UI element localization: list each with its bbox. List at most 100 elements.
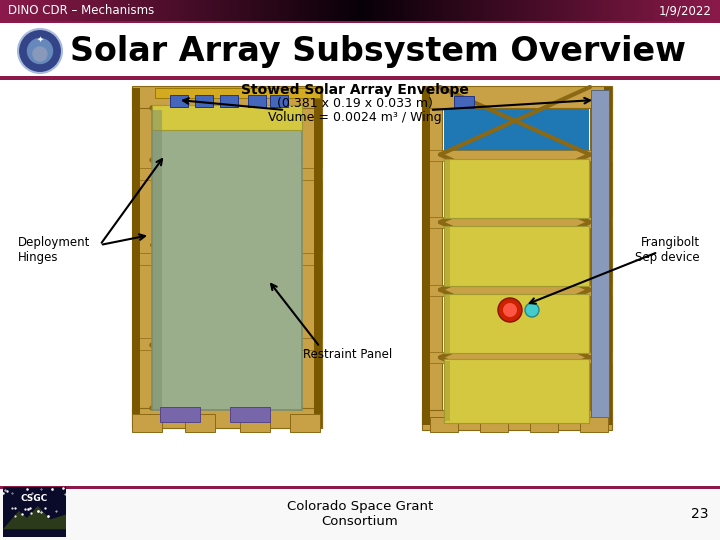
Bar (314, 88, 322, 428)
Bar (518, 0, 522, 22)
Bar (569, 0, 572, 22)
Bar (240, 0, 243, 22)
Bar (430, 0, 433, 22)
Bar (127, 0, 130, 22)
Bar (300, 88, 322, 428)
Bar (427, 0, 431, 22)
Bar (235, 0, 238, 22)
Bar (415, 0, 418, 22)
Text: Restraint Panel: Restraint Panel (303, 348, 392, 361)
Bar (657, 0, 661, 22)
Bar (166, 0, 169, 22)
Bar (662, 0, 666, 22)
Bar (422, 150, 612, 160)
Bar (230, 407, 270, 422)
Bar (545, 0, 548, 22)
Circle shape (32, 46, 48, 62)
Bar (161, 0, 164, 22)
Bar (564, 0, 567, 22)
Bar (444, 294, 450, 353)
Bar (444, 159, 589, 218)
Bar (288, 0, 292, 22)
Bar (230, 0, 234, 22)
Bar (187, 0, 191, 22)
Bar (58, 0, 61, 22)
Bar (34, 0, 37, 22)
Bar (475, 0, 479, 22)
Bar (132, 338, 322, 350)
Bar (12, 0, 15, 22)
Bar (182, 0, 186, 22)
Bar (351, 0, 354, 22)
Bar (598, 0, 601, 22)
Bar (245, 0, 248, 22)
Bar (590, 0, 594, 22)
Bar (218, 0, 222, 22)
Bar (718, 0, 720, 22)
Bar (444, 294, 589, 353)
Bar (629, 0, 632, 22)
Bar (461, 0, 464, 22)
Text: Stowed Solar Array Envelope: Stowed Solar Array Envelope (241, 83, 469, 97)
Bar (195, 95, 213, 107)
Bar (444, 226, 589, 286)
Bar (418, 0, 421, 22)
Bar (72, 0, 76, 22)
Bar (0, 0, 4, 22)
Bar (324, 0, 328, 22)
Bar (322, 0, 325, 22)
Bar (605, 0, 608, 22)
Bar (160, 407, 200, 422)
Bar (178, 0, 181, 22)
Bar (441, 0, 445, 22)
Circle shape (503, 303, 517, 317)
Bar (591, 90, 609, 423)
Bar (528, 0, 531, 22)
Bar (238, 0, 241, 22)
Polygon shape (3, 506, 66, 529)
Bar (168, 0, 171, 22)
Bar (612, 0, 616, 22)
Bar (261, 0, 265, 22)
Bar (631, 0, 634, 22)
Bar (9, 0, 13, 22)
Bar (437, 0, 440, 22)
Bar (326, 0, 330, 22)
Bar (144, 0, 148, 22)
Bar (259, 0, 263, 22)
Bar (297, 0, 301, 22)
Circle shape (27, 38, 53, 64)
Bar (626, 0, 630, 22)
Bar (120, 0, 123, 22)
Bar (675, 0, 678, 22)
Bar (290, 0, 294, 22)
Bar (211, 0, 215, 22)
Bar (513, 0, 517, 22)
Bar (343, 0, 346, 22)
Bar (19, 0, 22, 22)
Circle shape (18, 29, 62, 73)
Bar (276, 0, 279, 22)
Bar (410, 0, 414, 22)
Bar (372, 0, 375, 22)
Bar (708, 0, 711, 22)
Bar (48, 0, 51, 22)
Bar (250, 0, 253, 22)
Bar (595, 0, 598, 22)
Bar (444, 89, 589, 153)
Bar (444, 361, 589, 421)
Bar (408, 0, 411, 22)
Bar (698, 0, 702, 22)
Bar (65, 0, 68, 22)
Bar (355, 0, 359, 22)
Bar (422, 353, 429, 363)
Bar (693, 0, 697, 22)
Bar (679, 0, 683, 22)
Bar (220, 95, 238, 107)
Bar (2, 0, 6, 22)
Bar (502, 0, 505, 22)
Bar (547, 0, 551, 22)
Bar (636, 0, 639, 22)
Bar (463, 0, 467, 22)
Bar (204, 0, 207, 22)
